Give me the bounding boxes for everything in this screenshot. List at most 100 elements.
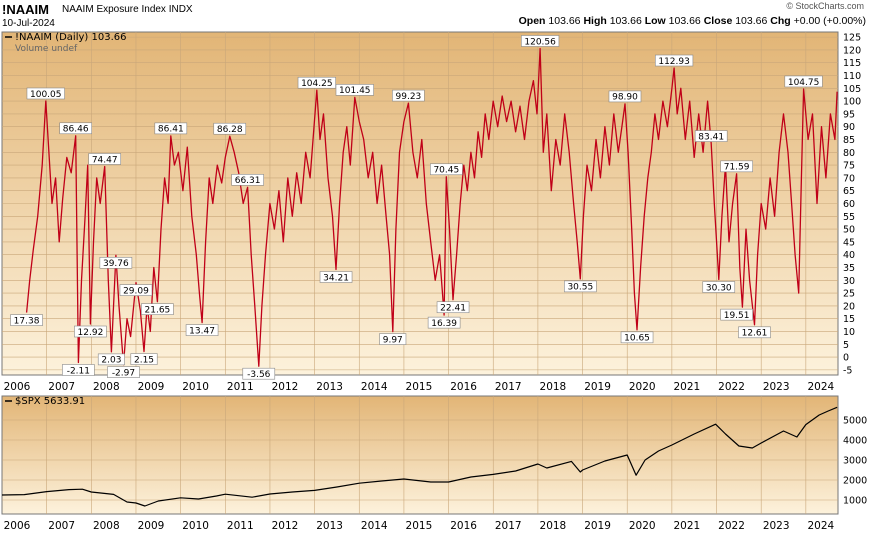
legend-label: $SPX 5633.91 xyxy=(15,396,85,407)
data-label-text: 30.55 xyxy=(567,283,593,293)
x-tick-label: 2009 xyxy=(138,520,165,532)
y-tick-label: 5000 xyxy=(843,416,867,427)
x-tick-label: 2012 xyxy=(272,520,299,532)
y-tick-label: 75 xyxy=(843,161,855,172)
data-label: 104.25 xyxy=(297,76,336,89)
y-tick-label: 45 xyxy=(843,237,855,248)
x-tick-label: 2011 xyxy=(227,520,254,532)
data-label-text: 66.31 xyxy=(235,176,261,186)
data-label-box xyxy=(26,87,65,100)
y-tick-label: 90 xyxy=(843,122,855,133)
y-tick-label: 35 xyxy=(843,263,855,274)
data-label: -2.97 xyxy=(107,366,140,378)
y-tick-label: 1000 xyxy=(843,496,867,507)
x-tick-label: 2015 xyxy=(406,520,433,532)
x-tick-label: 2022 xyxy=(718,381,745,393)
y-tick-label: 0 xyxy=(843,353,849,364)
low-label: Low xyxy=(644,15,666,27)
data-label: 83.41 xyxy=(694,130,728,142)
y-tick-label: 110 xyxy=(843,71,861,82)
y-tick-label: 60 xyxy=(843,199,855,210)
data-label-box xyxy=(564,280,597,293)
data-label-text: 2.15 xyxy=(134,355,154,365)
data-label: 17.38 xyxy=(10,314,43,326)
data-label-box xyxy=(107,366,140,378)
x-tick-label: 2014 xyxy=(361,381,388,393)
data-label-text: 86.46 xyxy=(63,125,89,135)
x-tick-label: 2006 xyxy=(4,381,31,393)
series-line-1 xyxy=(1,406,838,507)
data-label-text: 86.28 xyxy=(217,125,243,135)
data-label-text: 34.21 xyxy=(323,273,349,283)
y-tick-label: 20 xyxy=(843,301,855,312)
x-tick-label: 2010 xyxy=(182,381,209,393)
data-label: 70.45 xyxy=(430,163,463,176)
symbol-title: !NAAIM xyxy=(2,2,49,17)
data-label: 74.47 xyxy=(88,153,122,165)
y-tick-label: 80 xyxy=(843,148,855,159)
data-label-text: 104.75 xyxy=(788,78,820,88)
y-tick-label: 65 xyxy=(843,186,855,197)
x-tick-label: 2015 xyxy=(406,381,433,393)
data-label: 2.03 xyxy=(97,353,125,366)
data-label: 21.65 xyxy=(141,303,174,315)
data-label: 16.39 xyxy=(427,316,461,329)
data-label: 12.61 xyxy=(738,326,771,339)
legend-label: !NAAIM (Daily) 103.66 xyxy=(15,32,126,43)
y-tick-label: 5 xyxy=(843,340,849,351)
data-label-text: 10.65 xyxy=(624,334,650,344)
y-tick-label: 25 xyxy=(843,289,855,300)
data-label: 12.92 xyxy=(74,325,107,338)
data-label: -2.11 xyxy=(62,364,95,376)
x-tick-label: 2017 xyxy=(495,381,522,393)
data-label: 22.41 xyxy=(436,301,470,314)
data-label-text: 2.03 xyxy=(101,356,121,366)
close-value: 103.66 xyxy=(735,15,768,27)
y-tick-label: 15 xyxy=(843,314,855,325)
data-label: 13.47 xyxy=(185,324,219,336)
data-label-box xyxy=(74,325,107,338)
data-label-box xyxy=(784,75,823,88)
data-label: 101.45 xyxy=(335,84,374,96)
data-label-box xyxy=(97,353,125,366)
data-label-box xyxy=(620,331,654,344)
chg-label: Chg xyxy=(770,15,791,27)
x-tick-label: 2020 xyxy=(629,520,656,532)
y-tick-label: 85 xyxy=(843,135,855,146)
data-label-box xyxy=(99,257,133,269)
data-label-box xyxy=(59,122,92,135)
data-label: 39.76 xyxy=(99,257,133,269)
data-label-box xyxy=(430,163,463,176)
data-label-box xyxy=(427,316,461,329)
watermark: © StockCharts.com xyxy=(786,1,864,11)
x-tick-label: 2011 xyxy=(227,381,254,393)
data-label-box xyxy=(720,308,753,321)
x-tick-label: 2012 xyxy=(272,381,299,393)
data-label-text: 39.76 xyxy=(103,259,129,269)
data-label-text: 120.56 xyxy=(524,37,556,47)
low-value: 103.66 xyxy=(668,15,701,27)
x-tick-label: 2019 xyxy=(584,520,611,532)
x-tick-label: 2013 xyxy=(316,520,343,532)
data-label: 29.09 xyxy=(119,284,153,296)
data-label-text: 100.05 xyxy=(30,90,62,100)
data-label: 104.75 xyxy=(784,75,823,88)
data-label-box xyxy=(521,35,560,47)
index-name: NAAIM Exposure Index INDX xyxy=(62,4,193,15)
x-tick-label: 2021 xyxy=(674,520,701,532)
chart-header: !NAAIM NAAIM Exposure Index INDX 10-Jul-… xyxy=(0,0,870,32)
y-tick-label: 125 xyxy=(843,33,861,44)
data-label-text: 29.09 xyxy=(123,286,149,296)
y-tick-label: 2000 xyxy=(843,476,867,487)
quote-summary: Open 103.66 High 103.66 Low 103.66 Close… xyxy=(519,15,866,27)
data-label-text: 104.25 xyxy=(301,79,333,89)
data-label-text: 71.59 xyxy=(724,163,750,173)
legend-label: Volume undef xyxy=(15,44,78,54)
y-tick-label: 70 xyxy=(843,173,855,184)
open-value: 103.66 xyxy=(548,15,581,27)
high-value: 103.66 xyxy=(609,15,642,27)
x-tick-label: 2007 xyxy=(48,520,75,532)
data-label-text: 12.61 xyxy=(742,329,768,339)
y-tick-label: 30 xyxy=(843,276,855,287)
